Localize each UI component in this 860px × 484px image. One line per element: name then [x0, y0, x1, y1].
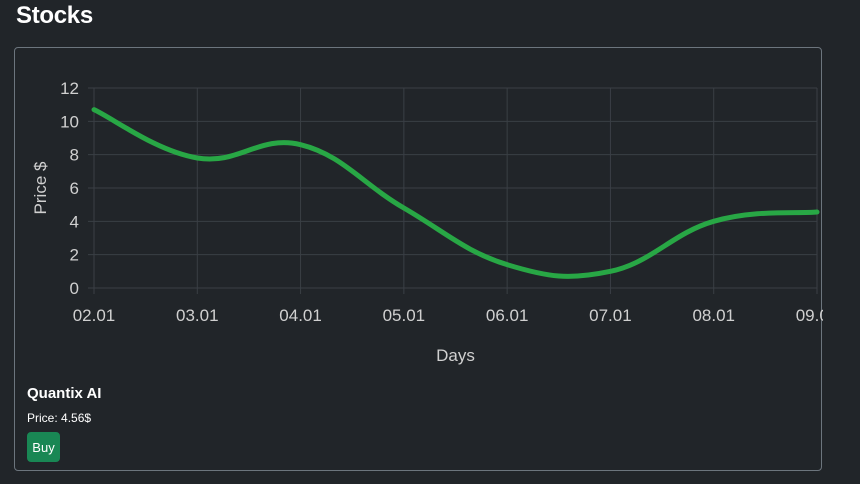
y-tick-label: 4	[70, 212, 79, 231]
price-label: Price:	[27, 411, 58, 425]
x-axis-label: Days	[436, 346, 475, 365]
price-series-line	[91, 107, 820, 279]
x-tick-label: 08.01	[692, 306, 735, 325]
price-row: Price: 4.56$	[27, 411, 91, 425]
x-tick-label: 09.01	[796, 306, 823, 325]
x-tick-label: 03.01	[176, 306, 219, 325]
chart-grid	[88, 87, 818, 294]
x-tick-label: 04.01	[279, 306, 322, 325]
y-tick-label: 2	[70, 246, 79, 265]
chart-ticks: 0 2 4 6 8 10 12 02.01 03.01 04.01 05.01 06.01 07.01 0…	[60, 79, 823, 325]
stock-card: 0 2 4 6 8 10 12 02.01 03.01 04.01 05.01 06.01 07.01 0…	[14, 47, 823, 471]
x-tick-label: 07.01	[589, 306, 632, 325]
page-title: Stocks	[16, 2, 93, 29]
y-tick-label: 6	[70, 179, 79, 198]
y-tick-label: 8	[70, 146, 79, 165]
chart-series	[91, 107, 820, 279]
y-tick-label: 0	[70, 279, 79, 298]
price-chart: 0 2 4 6 8 10 12 02.01 03.01 04.01 05.01 06.01 07.01 0…	[15, 48, 823, 378]
x-tick-label: 06.01	[486, 306, 529, 325]
y-tick-label: 12	[60, 79, 79, 98]
price-value: 4.56$	[61, 411, 92, 425]
price-chart-svg: 0 2 4 6 8 10 12 02.01 03.01 04.01 05.01 06.01 07.01 0…	[31, 79, 823, 365]
buy-button[interactable]: Buy	[27, 432, 60, 462]
x-tick-label: 05.01	[383, 306, 426, 325]
stock-name: Quantix AI	[27, 385, 102, 402]
x-tick-label: 02.01	[73, 306, 116, 325]
y-axis-label: Price $	[31, 161, 50, 214]
y-tick-label: 10	[60, 112, 79, 131]
